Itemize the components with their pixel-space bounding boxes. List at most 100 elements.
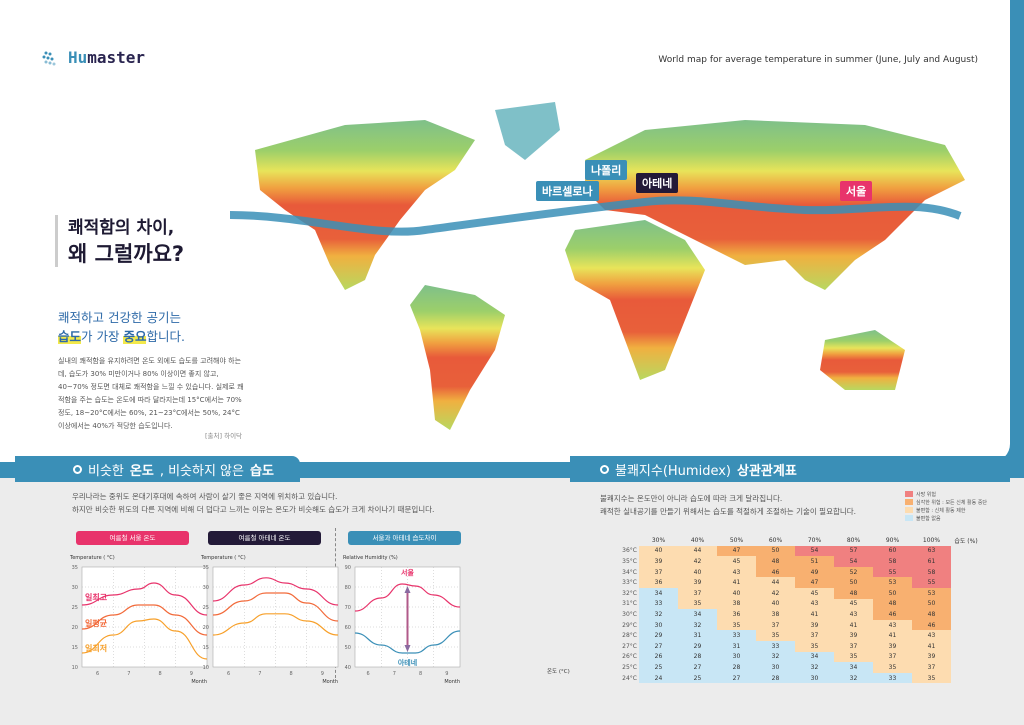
- row-label: 25°C: [622, 663, 637, 671]
- table-cell: 48: [912, 609, 951, 620]
- y-axis-label: Temperature ( °C): [200, 555, 246, 561]
- x-tick-label: 6: [367, 671, 370, 677]
- table-row: 35°C 39 42 45 48 51 54 58 61: [600, 556, 981, 567]
- table-cell: 30: [795, 672, 834, 684]
- table-row: 36°C 40 44 47 50 54 57 60 63: [600, 545, 981, 557]
- legend-label: 심각한 위험 : 모든 신체 활동 중단: [916, 499, 988, 506]
- question-line1: 쾌적함의 차이,: [68, 218, 175, 238]
- title-part: 습도: [249, 463, 274, 479]
- series-line-2: [212, 613, 339, 636]
- table-cell: 30: [717, 651, 756, 663]
- table-cell: 35: [795, 640, 834, 652]
- table-cell: 28: [756, 672, 795, 684]
- table-cell: 41: [717, 577, 756, 588]
- x-tick-label: 7: [258, 671, 261, 677]
- table-cell: 35: [717, 619, 756, 631]
- table-row: 32°C 34 37 40 42 45 48 50 53: [600, 587, 981, 599]
- question-line2: 왜 그럴까요?: [68, 242, 185, 266]
- legend-swatch: [905, 507, 913, 513]
- table-cell: 39: [639, 556, 678, 567]
- table-cell: 37: [912, 662, 951, 673]
- temp-axis-label: 온도 (°C): [547, 669, 570, 675]
- x-tick-label: 6: [227, 671, 230, 677]
- table-cell: 33: [756, 640, 795, 652]
- series-line-0: [81, 582, 208, 616]
- table-cell: 48: [834, 587, 873, 599]
- source: [출처] 하이닥: [205, 432, 243, 440]
- arrow-heads-icon: [404, 586, 411, 652]
- table-cell: 41: [912, 640, 951, 652]
- table-cell: 41: [873, 630, 912, 641]
- table-cell: 27: [717, 672, 756, 684]
- row-label: 35°C: [622, 557, 637, 565]
- table-cell: 30: [756, 662, 795, 673]
- y-tick-label: 15: [72, 645, 78, 651]
- table-cell: 47: [717, 545, 756, 557]
- table-cell: 61: [912, 556, 951, 567]
- table-cell: 53: [873, 577, 912, 588]
- y-tick-label: 25: [203, 605, 209, 611]
- table-cell: 37: [639, 566, 678, 578]
- table-cell: 32: [795, 662, 834, 673]
- series-label: 일최고: [85, 592, 108, 602]
- table-row: 24°C 24 25 27 28 30 32 33 35: [600, 672, 981, 684]
- humaster-logo: Hu master: [42, 48, 145, 67]
- tag-seoul: 서울: [840, 181, 873, 201]
- question-heading: 쾌적함의 차이, 왜 그럴까요?: [55, 215, 184, 267]
- pill-humidity-diff: 서울과 아테네 습도차이: [348, 531, 461, 545]
- table-row: 28°C 29 31 33 35 37 39 41 43: [600, 630, 981, 641]
- table-cell: 50: [834, 577, 873, 588]
- table-cell: 53: [912, 587, 951, 599]
- column-header: 30%: [651, 536, 666, 544]
- tag-barcelona: 바르셀로나: [536, 181, 599, 201]
- x-tick-label: 8: [419, 671, 422, 677]
- y-tick-label: 30: [203, 585, 209, 591]
- subtitle-mid: 가 가장: [81, 329, 124, 344]
- subtitle-line1: 쾌적하고 건강한 공기는: [58, 310, 181, 325]
- table-cell: 35: [912, 672, 951, 684]
- table-cell: 50: [912, 598, 951, 610]
- table-cell: 24: [639, 672, 678, 684]
- row-label: 33°C: [622, 579, 637, 587]
- tag-athens: 아테네: [636, 173, 679, 193]
- table-cell: 34: [834, 662, 873, 673]
- series-line-2: [81, 618, 208, 660]
- table-cell: 46: [873, 609, 912, 620]
- table-cell: 42: [756, 587, 795, 599]
- table-cell: 35: [873, 662, 912, 673]
- table-cell: 39: [873, 640, 912, 652]
- chart-0: 35 30 25 20 15 10 6 7 8 9 Temperature ( °C) Month 일최…: [69, 555, 208, 685]
- column-header: 40%: [690, 536, 705, 544]
- table-cell: 37: [834, 640, 873, 652]
- south-america: [410, 285, 505, 430]
- left-intro: 우리나라는 중위도 온대기후대에 속하여 사람이 살기 좋은 지역에 위치하고 …: [72, 490, 434, 516]
- row-label: 28°C: [622, 632, 637, 640]
- table-cell: 30: [639, 619, 678, 631]
- y-axis-label: Temperature ( °C): [69, 555, 115, 561]
- series-label: 아테네: [398, 658, 417, 667]
- table-row: 34°C 37 40 43 46 49 52 55 58: [600, 566, 981, 578]
- y-tick-label: 20: [203, 625, 209, 631]
- x-axis-label: Month: [191, 679, 207, 685]
- y-tick-label: 10: [203, 665, 209, 671]
- table-cell: 27: [639, 640, 678, 652]
- table-cell: 58: [873, 556, 912, 567]
- subtitle-end: 합니다.: [146, 329, 185, 344]
- table-cell: 33: [717, 630, 756, 641]
- table-cell: 35: [756, 630, 795, 641]
- y-tick-label: 80: [345, 585, 351, 591]
- table-cell: 46: [756, 566, 795, 578]
- table-cell: 40: [678, 566, 717, 578]
- australia: [820, 330, 905, 390]
- table-cell: 45: [717, 556, 756, 567]
- table-cell: 63: [912, 545, 951, 557]
- legend-swatch: [905, 491, 913, 497]
- column-header: 100%: [922, 536, 941, 544]
- row-label: 29°C: [622, 621, 637, 629]
- table-cell: 25: [678, 672, 717, 684]
- legend-swatch: [905, 515, 913, 521]
- world-map: [229, 102, 965, 430]
- plot-area: [81, 566, 208, 668]
- latitude-band: [229, 196, 962, 236]
- table-cell: 44: [756, 577, 795, 588]
